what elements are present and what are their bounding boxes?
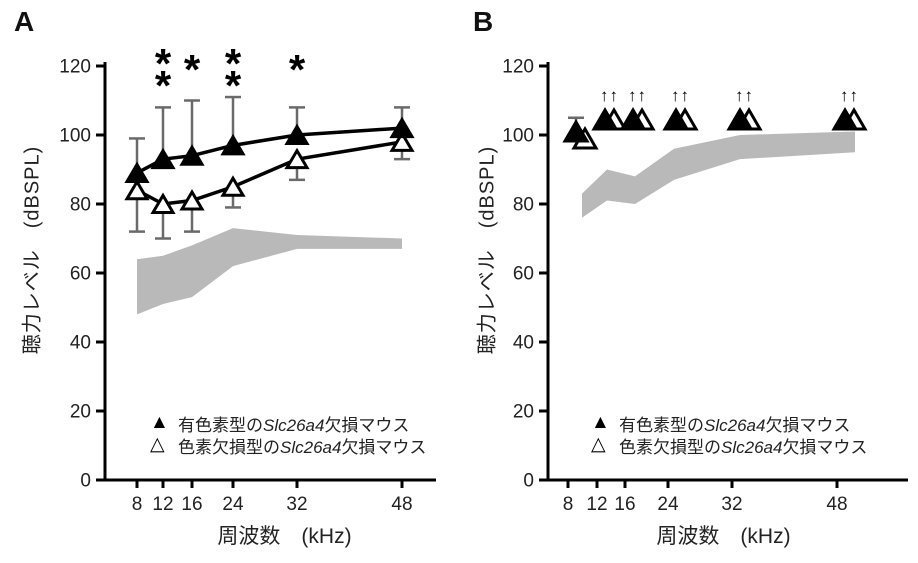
svg-text:120: 120: [59, 57, 91, 78]
series-markers-albino: [124, 130, 415, 214]
open-triangle: [389, 130, 415, 152]
legend-label: 色素欠損型のSlc26a4欠損マウス: [178, 437, 427, 457]
svg-text:16: 16: [181, 494, 202, 515]
legend-b: ▲ 有色素型のSlc26a4欠損マウス △ 色素欠損型のSlc26a4欠損マウス: [591, 412, 868, 457]
x-axis-label-b: 周波数 (kHz): [656, 525, 791, 548]
series-markers-pigmented: [562, 106, 859, 143]
open-triangle: [150, 192, 176, 214]
normal-range-band: [137, 228, 402, 315]
panel-a-label: A: [14, 6, 35, 37]
svg-text:48: 48: [391, 494, 412, 515]
normal-range-band: [582, 131, 855, 218]
y-tick-labels: 0 20 40 60 80 100 120: [59, 57, 91, 492]
svg-text:↑↑: ↑↑: [671, 86, 690, 105]
filled-triangle: [389, 116, 415, 139]
open-triangle: [284, 147, 310, 170]
svg-text:20: 20: [513, 402, 534, 423]
x-tick-labels: 8 12 16 24 32 48: [563, 494, 848, 515]
legend-item-pigmented: ▲ 有色素型のSlc26a4欠損マウス: [591, 412, 867, 435]
filled-triangle: [284, 123, 310, 145]
svg-text:32: 32: [286, 494, 307, 515]
svg-text:*: *: [184, 46, 201, 93]
filled-triangle: [662, 106, 690, 131]
series-markers-pigmented: [124, 116, 415, 183]
filled-triangle-icon: ▲: [150, 412, 169, 433]
svg-text:16: 16: [614, 494, 635, 515]
svg-text:↑↑: ↑↑: [600, 86, 619, 105]
filled-triangle: [150, 147, 176, 170]
filled-triangle-icon: ▲: [591, 412, 610, 433]
svg-text:32: 32: [721, 494, 742, 515]
x-tick-labels: 8 12 16 24 32 48: [132, 494, 413, 515]
svg-text:12: 12: [586, 494, 607, 515]
filled-triangle: [831, 106, 859, 131]
filled-triangle: [124, 161, 150, 183]
filled-triangle: [726, 106, 754, 131]
svg-text:120: 120: [502, 57, 534, 78]
series-line-albino: [136, 140, 403, 206]
panel-a: 0 20 40 60 80 100 120 8 12 16 24 32 48 * * * * * * A 聴力レベル…: [14, 6, 436, 548]
svg-text:*: *: [155, 62, 172, 109]
filled-triangle: [179, 144, 205, 166]
svg-text:12: 12: [152, 494, 173, 515]
filled-triangle: [562, 119, 590, 143]
svg-text:8: 8: [132, 494, 143, 515]
svg-text:*: *: [225, 62, 242, 109]
svg-text:↑↑: ↑↑: [735, 86, 754, 105]
series-line-pigmented: [136, 126, 403, 175]
svg-text:0: 0: [523, 471, 534, 492]
legend-a: ▲ 有色素型のSlc26a4欠損マウス △ 色素欠損型のSlc26a4欠損マウス: [150, 412, 427, 457]
y-axis-label-b: 聴力レベル (dBSPL): [476, 145, 499, 355]
svg-text:40: 40: [513, 333, 534, 354]
filled-triangle: [591, 106, 619, 131]
svg-text:80: 80: [513, 195, 534, 216]
scale-out-arrow-icons: ↑↑ ↑↑ ↑↑ ↑↑ ↑↑: [600, 86, 859, 105]
svg-text:↑↑: ↑↑: [628, 86, 647, 105]
open-triangle-icon: △: [150, 434, 165, 455]
svg-text:*: *: [155, 40, 172, 87]
open-triangle: [220, 175, 246, 197]
open-triangle: [179, 189, 205, 211]
x-axis-label-a: 周波数 (kHz): [217, 525, 352, 548]
legend-label: 有色素型のSlc26a4欠損マウス: [178, 415, 410, 435]
svg-text:20: 20: [70, 402, 91, 423]
svg-text:↑↑: ↑↑: [840, 86, 859, 105]
filled-triangle: [220, 133, 246, 156]
svg-text:8: 8: [563, 494, 574, 515]
panel-b: 0 20 40 60 80 100 120 8 12 16 24 32 48 ↑↑ ↑↑ ↑↑ ↑↑ ↑↑ B 聴…: [459, 0, 918, 563]
svg-text:48: 48: [826, 494, 847, 515]
significance-marks: ** * ** *: [155, 40, 306, 109]
open-triangle-icon: △: [591, 434, 606, 455]
svg-text:*: *: [289, 46, 306, 93]
svg-text:100: 100: [59, 126, 91, 147]
y-axis-label-a: 聴力レベル (dBSPL): [21, 145, 44, 355]
filled-triangle: [619, 106, 647, 131]
open-triangle: [124, 178, 150, 201]
svg-text:0: 0: [80, 471, 91, 492]
svg-text:24: 24: [222, 494, 244, 515]
chart-b: 0 20 40 60 80 100 120 8 12 16 24 32 48 ↑↑ ↑↑ ↑↑ ↑↑ ↑↑: [502, 57, 908, 515]
legend-item-albino: △ 色素欠損型のSlc26a4欠損マウス: [150, 434, 427, 457]
svg-text:*: *: [225, 40, 242, 87]
svg-text:60: 60: [70, 264, 91, 285]
error-bars-albino: [129, 141, 410, 240]
legend-label: 有色素型のSlc26a4欠損マウス: [619, 415, 851, 435]
svg-text:40: 40: [70, 333, 91, 354]
legend-item-albino: △ 色素欠損型のSlc26a4欠損マウス: [591, 434, 868, 457]
legend-item-pigmented: ▲ 有色素型のSlc26a4欠損マウス: [150, 412, 426, 435]
legend-label: 色素欠損型のSlc26a4欠損マウス: [619, 437, 868, 457]
svg-text:80: 80: [70, 195, 91, 216]
svg-text:24: 24: [657, 494, 679, 515]
y-tick-labels: 0 20 40 60 80 100 120: [502, 57, 534, 492]
svg-text:60: 60: [513, 264, 534, 285]
panel-b-label: B: [473, 6, 494, 37]
svg-text:100: 100: [502, 126, 534, 147]
